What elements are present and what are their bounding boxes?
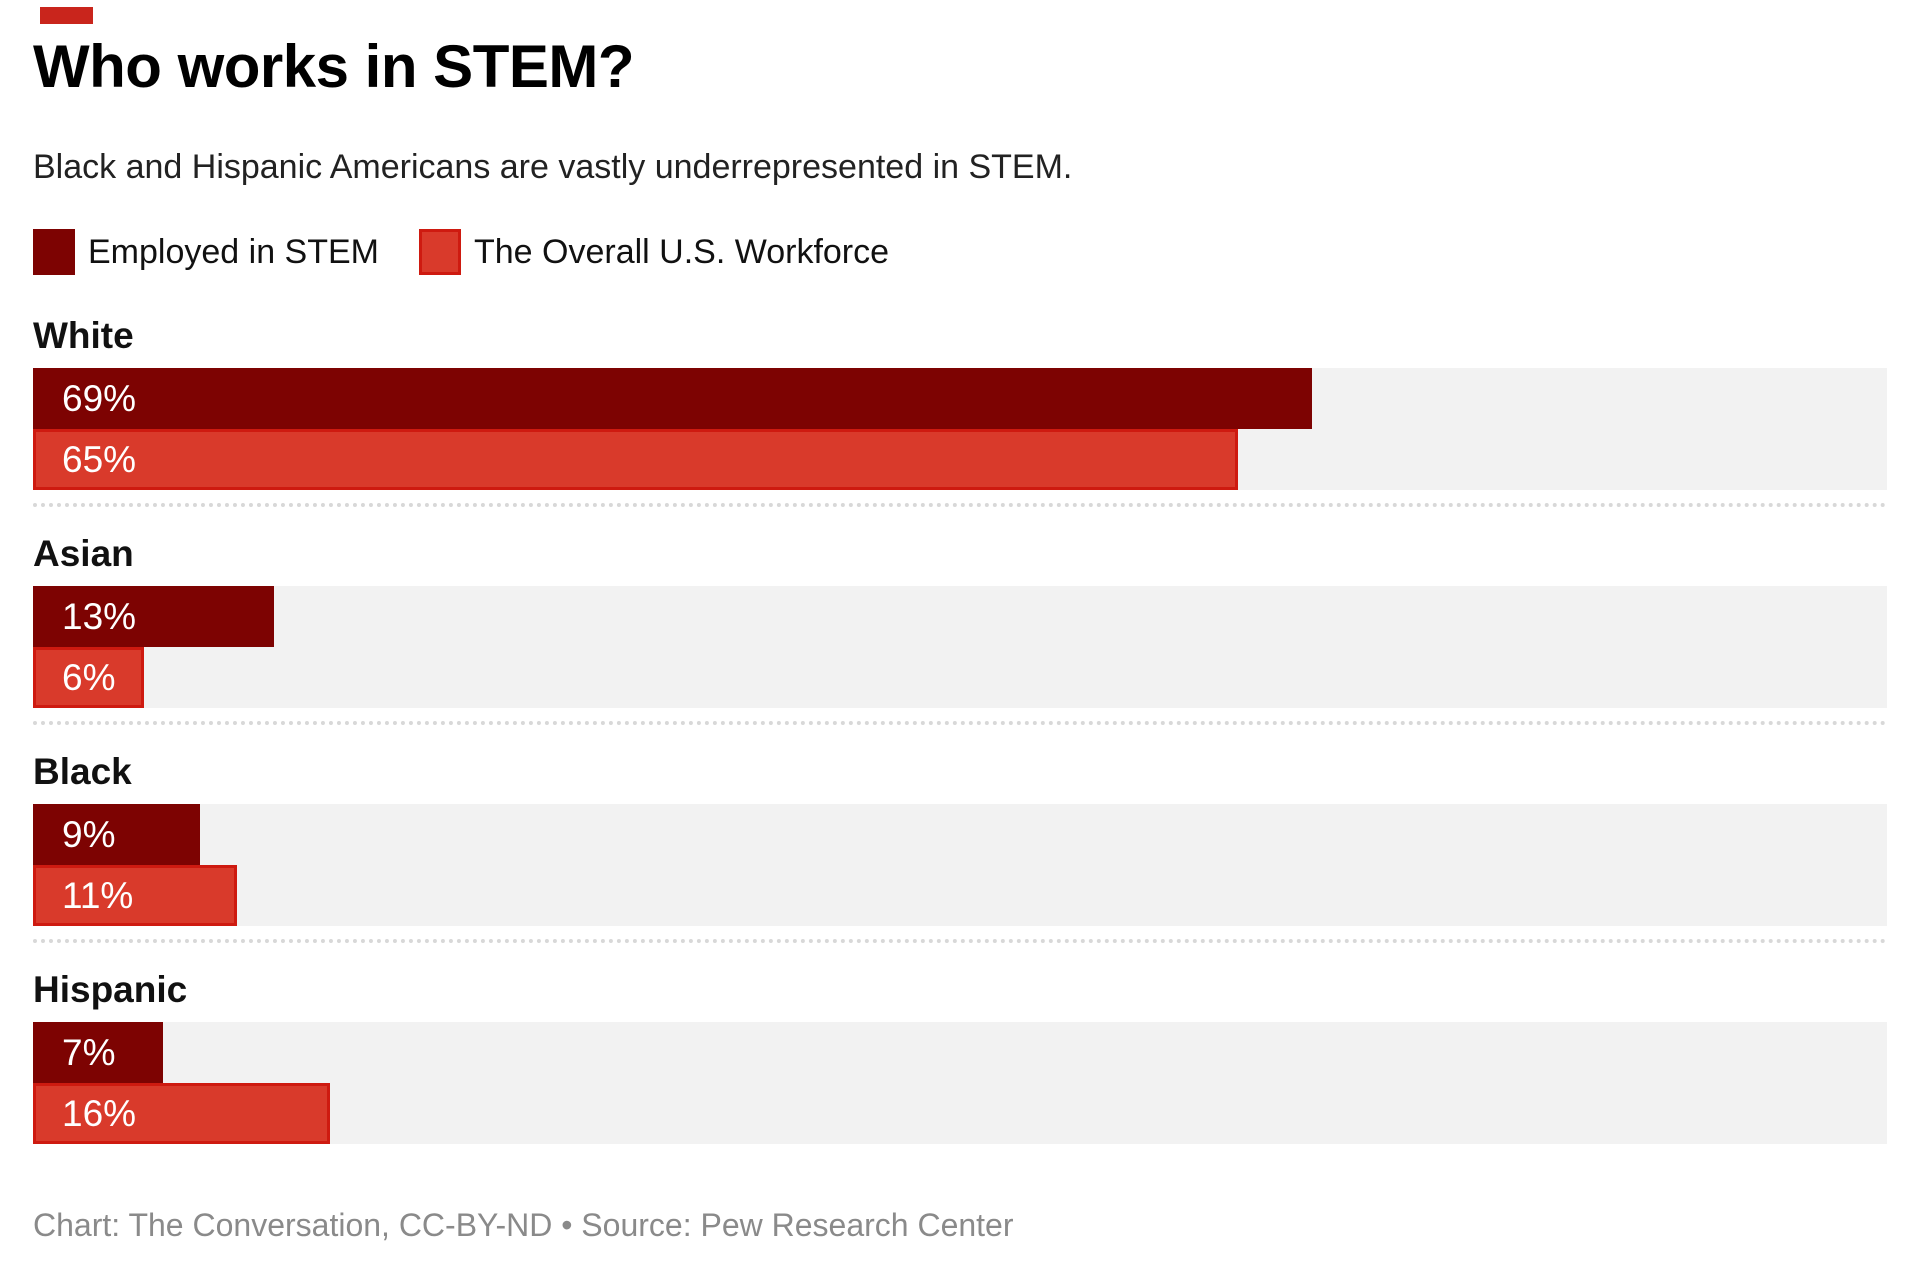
chart-footer-credit: Chart: The Conversation, CC-BY-ND • Sour…	[33, 1207, 1014, 1243]
bar-value-label: 9%	[62, 813, 116, 855]
legend-swatch-stem-icon	[33, 229, 75, 275]
bar-workforce: 11%	[33, 865, 237, 926]
group-separator	[33, 503, 1887, 507]
legend-item-workforce: The Overall U.S. Workforce	[419, 229, 889, 275]
brand-accent-mark	[40, 7, 93, 24]
bar-stem: 13%	[33, 586, 275, 647]
chart-title: Who works in STEM?	[33, 33, 635, 100]
legend-label-stem: Employed in STEM	[88, 233, 379, 271]
legend-swatch-workforce-icon	[419, 229, 461, 275]
category-group-hispanic: Hispanic 7% 16%	[33, 967, 1887, 1144]
bar-workforce: 6%	[33, 647, 145, 708]
group-separator	[33, 721, 1887, 725]
category-label: White	[33, 315, 134, 356]
bar-stem: 9%	[33, 804, 200, 865]
group-separator	[33, 939, 1887, 943]
category-group-black: Black 9% 11%	[33, 749, 1887, 926]
chart-groups: White 69% 65% Asian 13% 6% Black 9% 11% Hispanic 7…	[33, 313, 1887, 1144]
category-label: Asian	[33, 533, 134, 574]
bar-stem: 7%	[33, 1022, 163, 1083]
legend-label-workforce: The Overall U.S. Workforce	[474, 233, 890, 271]
bar-value-label: 7%	[62, 1031, 116, 1073]
category-group-white: White 69% 65%	[33, 313, 1887, 490]
bar-workforce: 16%	[33, 1083, 330, 1144]
bar-workforce: 65%	[33, 429, 1239, 490]
bar-track: 69% 65%	[33, 368, 1887, 490]
bar-track: 13% 6%	[33, 586, 1887, 708]
bar-value-label: 16%	[62, 1092, 137, 1134]
legend: Employed in STEM The Overall U.S. Workfo…	[33, 229, 1887, 275]
category-group-asian: Asian 13% 6%	[33, 531, 1887, 708]
bar-stem: 69%	[33, 368, 1313, 429]
bar-value-label: 13%	[62, 595, 137, 637]
bar-value-label: 65%	[62, 438, 137, 480]
bar-track: 9% 11%	[33, 804, 1887, 926]
legend-item-stem: Employed in STEM	[33, 229, 379, 275]
category-label: Hispanic	[33, 969, 188, 1010]
bar-track: 7% 16%	[33, 1022, 1887, 1144]
category-label: Black	[33, 751, 132, 792]
chart-subtitle: Black and Hispanic Americans are vastly …	[33, 148, 1073, 186]
bar-value-label: 69%	[62, 377, 137, 419]
bar-value-label: 11%	[62, 874, 134, 916]
bar-value-label: 6%	[62, 656, 116, 698]
